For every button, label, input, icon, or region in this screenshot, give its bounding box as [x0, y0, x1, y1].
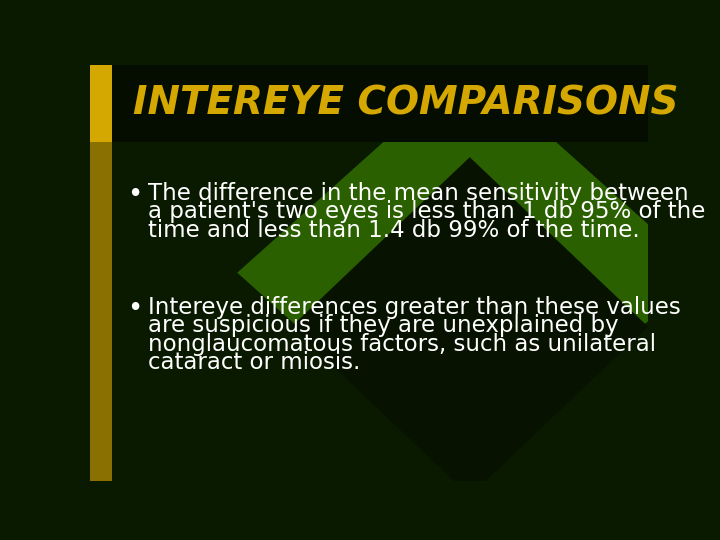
Text: •: • — [127, 182, 143, 208]
Text: nonglaucomatous factors, such as unilateral: nonglaucomatous factors, such as unilate… — [148, 333, 656, 356]
Text: cataract or miosis.: cataract or miosis. — [148, 351, 361, 374]
Text: The difference in the mean sensitivity between: The difference in the mean sensitivity b… — [148, 182, 689, 205]
Text: Intereye differences greater than these values: Intereye differences greater than these … — [148, 296, 681, 319]
Text: are suspicious if they are unexplained by: are suspicious if they are unexplained b… — [148, 314, 618, 338]
Text: INTEREYE COMPARISONS: INTEREYE COMPARISONS — [132, 84, 678, 122]
Polygon shape — [238, 65, 702, 481]
Bar — [90, 65, 112, 142]
Bar — [90, 142, 112, 481]
Polygon shape — [292, 157, 648, 496]
Text: time and less than 1.4 db 99% of the time.: time and less than 1.4 db 99% of the tim… — [148, 219, 640, 242]
Text: a patient's two eyes is less than 1 db 95% of the: a patient's two eyes is less than 1 db 9… — [148, 200, 706, 224]
Bar — [112, 65, 648, 142]
Text: •: • — [127, 296, 143, 322]
